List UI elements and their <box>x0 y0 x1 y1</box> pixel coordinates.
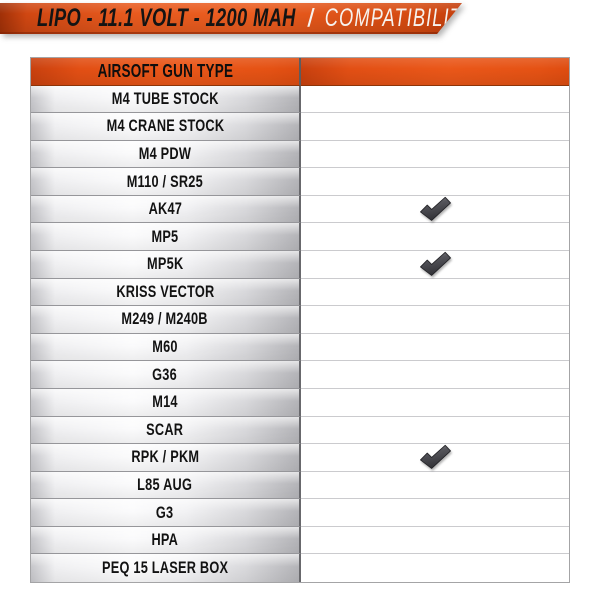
gun-type-cell: MP5 <box>31 223 301 252</box>
gun-type-cell: M110 / SR25 <box>31 168 301 196</box>
compatibility-cell <box>301 471 569 500</box>
banner-text: LIPO - 11.1 VOLT - 1200 MAH / COMPATIBIL… <box>37 3 475 34</box>
table-row: MP5 <box>31 223 569 252</box>
compatibility-table: AIRSOFT GUN TYPE M4 TUBE STOCK M4 CRANE … <box>30 57 570 583</box>
table-row: SCAR <box>31 416 569 445</box>
banner-title: LIPO - 11.1 VOLT - 1200 MAH <box>37 4 296 32</box>
banner-subtitle: COMPATIBILITY <box>324 4 476 32</box>
compatibility-cell <box>301 444 569 472</box>
table-row: RPK / PKM <box>31 444 569 472</box>
checkmark-icon <box>419 252 451 277</box>
gun-type-label: G36 <box>152 364 178 384</box>
gun-type-cell: M4 TUBE STOCK <box>31 85 301 114</box>
compatibility-cell <box>301 554 569 582</box>
compatibility-header-cell <box>301 58 569 86</box>
compatibility-cell <box>301 195 569 224</box>
gun-type-cell: HPA <box>31 526 301 555</box>
gun-type-label: KRISS VECTOR <box>115 281 215 301</box>
compatibility-cell <box>301 251 569 279</box>
gun-type-header-label: AIRSOFT GUN TYPE <box>97 60 233 81</box>
table-row: M4 CRANE STOCK <box>31 113 569 141</box>
compatibility-cell <box>301 168 569 196</box>
gun-type-label: M14 <box>152 392 178 412</box>
gun-type-label: M110 / SR25 <box>126 171 204 191</box>
compatibility-cell <box>301 140 569 169</box>
gun-type-label: M4 TUBE STOCK <box>111 88 219 108</box>
compatibility-cell <box>301 85 569 114</box>
gun-type-cell: M4 CRANE STOCK <box>31 113 301 141</box>
gun-type-label: M4 PDW <box>138 144 192 164</box>
gun-type-cell: SCAR <box>31 416 301 445</box>
compatibility-cell <box>301 526 569 555</box>
compatibility-cell <box>301 306 569 334</box>
gun-type-cell: M4 PDW <box>31 140 301 169</box>
table-row: HPA <box>31 526 569 555</box>
gun-type-cell: AK47 <box>31 195 301 224</box>
gun-type-label: M4 CRANE STOCK <box>106 116 224 136</box>
table-row: PEQ 15 LASER BOX <box>31 554 569 582</box>
gun-type-label: RPK / PKM <box>131 447 199 467</box>
gun-type-cell: M249 / M240B <box>31 306 301 334</box>
gun-type-label: L85 AUG <box>137 474 193 494</box>
table-row: M110 / SR25 <box>31 168 569 196</box>
gun-type-cell: MP5K <box>31 251 301 279</box>
gun-type-cell: KRISS VECTOR <box>31 278 301 307</box>
table-row: AK47 <box>31 195 569 224</box>
compatibility-cell <box>301 333 569 362</box>
checkmark-icon <box>419 197 451 222</box>
gun-type-label: MP5 <box>151 226 179 246</box>
table-row: M14 <box>31 388 569 417</box>
compatibility-cell <box>301 416 569 445</box>
gun-type-cell: M14 <box>31 388 301 417</box>
compatibility-cell <box>301 499 569 527</box>
gun-type-header-cell: AIRSOFT GUN TYPE <box>31 58 301 86</box>
compatibility-cell <box>301 223 569 252</box>
gun-type-label: AK47 <box>148 199 182 219</box>
checkmark-icon <box>419 445 451 470</box>
compatibility-cell <box>301 113 569 141</box>
banner-separator: / <box>308 4 314 32</box>
gun-type-cell: M60 <box>31 333 301 362</box>
gun-type-cell: G3 <box>31 499 301 527</box>
table-row: M249 / M240B <box>31 306 569 334</box>
gun-type-label: G3 <box>156 502 174 522</box>
gun-type-label: M60 <box>152 337 178 357</box>
title-banner-background: LIPO - 11.1 VOLT - 1200 MAH / COMPATIBIL… <box>0 3 462 34</box>
gun-type-label: SCAR <box>146 419 184 439</box>
gun-type-cell: L85 AUG <box>31 471 301 500</box>
gun-type-cell: RPK / PKM <box>31 444 301 472</box>
table-row: G3 <box>31 499 569 527</box>
compatibility-cell <box>301 388 569 417</box>
table-row: KRISS VECTOR <box>31 278 569 307</box>
table-row: MP5K <box>31 251 569 279</box>
gun-type-label: HPA <box>151 530 179 550</box>
table-header-row: AIRSOFT GUN TYPE <box>31 58 569 86</box>
table-row: M4 PDW <box>31 140 569 169</box>
compatibility-cell <box>301 361 569 389</box>
gun-type-cell: PEQ 15 LASER BOX <box>31 554 301 582</box>
table-row: M60 <box>31 333 569 362</box>
gun-type-label: PEQ 15 LASER BOX <box>101 558 229 578</box>
compatibility-cell <box>301 278 569 307</box>
table-row: L85 AUG <box>31 471 569 500</box>
table-row: G36 <box>31 361 569 389</box>
table-row: M4 TUBE STOCK <box>31 85 569 114</box>
gun-type-label: M249 / M240B <box>121 309 209 329</box>
gun-type-cell: G36 <box>31 361 301 389</box>
title-banner: LIPO - 11.1 VOLT - 1200 MAH / COMPATIBIL… <box>0 3 462 34</box>
gun-type-label: MP5K <box>146 254 184 274</box>
